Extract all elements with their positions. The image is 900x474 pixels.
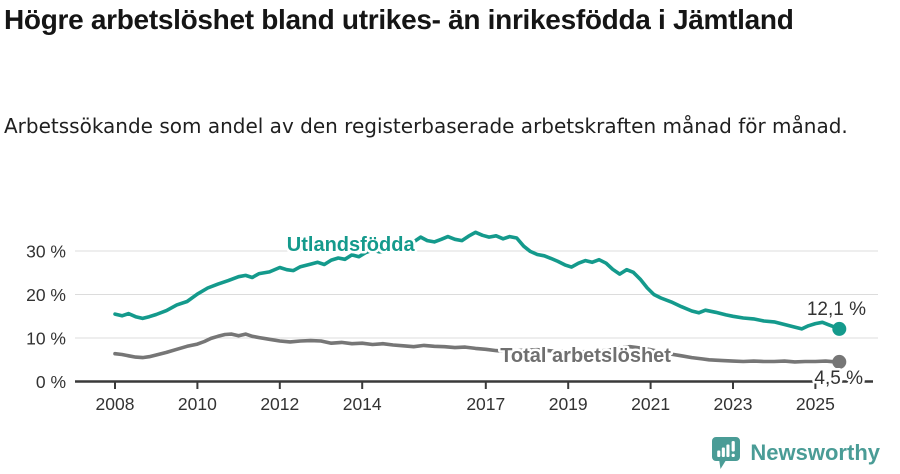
x-tick-label: 2010 — [178, 394, 217, 414]
total-arbetsloshet-line — [113, 332, 842, 364]
brand-name: Newsworthy — [750, 440, 880, 465]
total-series-label: Total arbetslöshet — [500, 345, 671, 367]
total-end-dot — [832, 354, 847, 369]
newsworthy-bubble-icon — [712, 437, 741, 469]
x-tick-label: 2021 — [631, 394, 670, 414]
x-tick-label: 2014 — [343, 394, 382, 414]
utlandsfodda-line — [113, 230, 842, 331]
utlandsfodda-end-dot — [832, 321, 847, 336]
x-tick-label: 2012 — [260, 394, 299, 414]
y-axis-labels: 0 % 10 % 20 % 30 % — [26, 242, 66, 393]
chart-subtitle: Arbetssökande som andel av den registerb… — [4, 114, 848, 138]
utlandsfodda-end-value-label: 12,1 % — [807, 299, 866, 320]
bar-chart-bar-1 — [717, 450, 721, 457]
x-tick-label: 2023 — [714, 394, 753, 414]
x-axis: 2008 2010 2012 2014 2017 2019 2021 2023 2025 — [75, 380, 873, 414]
y-tick-label: 30 % — [26, 242, 66, 262]
x-tick-label: 2025 — [796, 394, 835, 414]
chart-title: Högre arbetslöshet bland utrikes- än inr… — [4, 4, 794, 35]
y-tick-label: 20 % — [26, 285, 66, 305]
bar-chart-bar-2 — [722, 447, 726, 457]
newsworthy-logo: Newsworthy — [711, 436, 880, 470]
y-tick-label: 0 % — [36, 372, 66, 392]
exclamation-dot — [732, 453, 736, 457]
speech-bubble-shape — [712, 437, 741, 469]
x-tick-label: 2019 — [549, 394, 588, 414]
utlandsfodda-series-label: Utlandsfödda — [287, 234, 416, 256]
y-tick-label: 10 % — [26, 329, 66, 349]
x-tick-label: 2017 — [466, 394, 505, 414]
bar-chart-bar-3 — [726, 444, 730, 457]
exclamation-bar — [732, 441, 736, 452]
x-tick-label: 2008 — [96, 394, 135, 414]
total-end-value-label: 4,5 % — [814, 368, 863, 389]
